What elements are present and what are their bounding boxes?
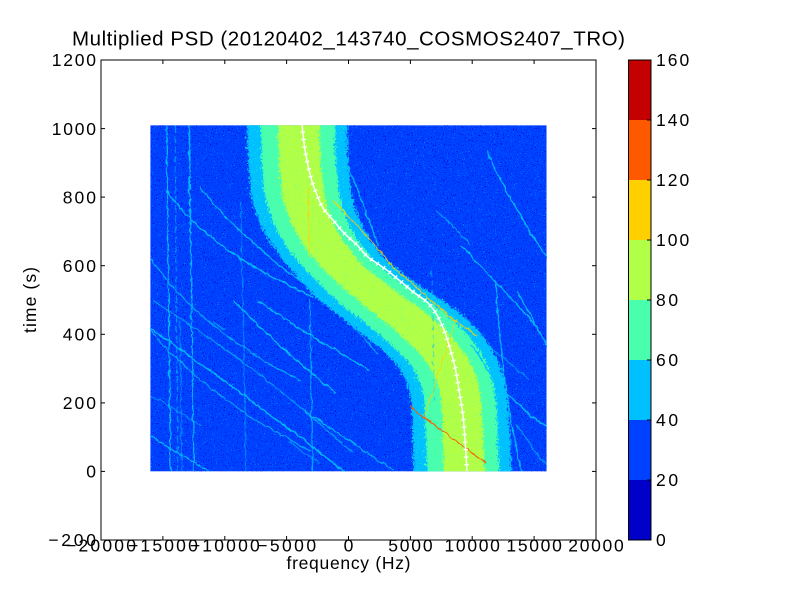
svg-text:10000: 10000 (445, 536, 501, 556)
svg-text:100: 100 (656, 230, 689, 250)
svg-text:Multiplied PSD (20120402_14374: Multiplied PSD (20120402_143740_COSMOS24… (72, 28, 625, 51)
svg-text:120: 120 (656, 170, 689, 190)
svg-text:0: 0 (656, 530, 666, 550)
svg-text:140: 140 (656, 110, 689, 130)
svg-text:0: 0 (86, 462, 96, 482)
svg-text:1000: 1000 (52, 119, 97, 139)
svg-text:400: 400 (63, 325, 96, 345)
svg-text:frequency (Hz): frequency (Hz) (287, 553, 411, 573)
svg-text:200: 200 (63, 393, 96, 413)
svg-text:600: 600 (63, 256, 96, 276)
svg-text:0: 0 (344, 536, 354, 556)
svg-text:1200: 1200 (52, 50, 97, 70)
svg-text:20000: 20000 (568, 536, 624, 556)
svg-text:15000: 15000 (506, 536, 562, 556)
svg-text:time (s): time (s) (20, 267, 40, 333)
svg-text:160: 160 (656, 50, 689, 70)
svg-text:800: 800 (63, 187, 96, 207)
svg-text:−5000: −5000 (257, 536, 316, 556)
